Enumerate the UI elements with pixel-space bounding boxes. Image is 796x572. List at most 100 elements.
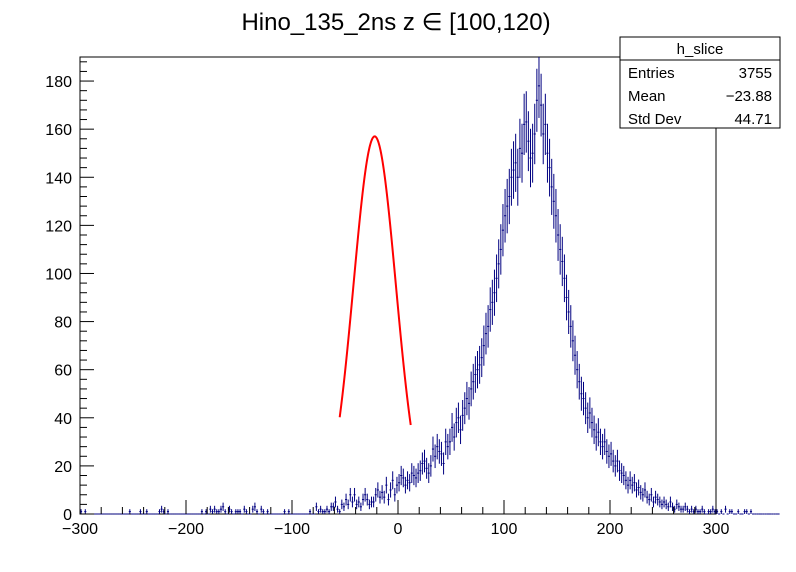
stats-entries-label: Entries bbox=[628, 65, 675, 82]
histogram-bin bbox=[544, 93, 547, 155]
histogram-bin bbox=[385, 476, 388, 494]
y-tick-label: 160 bbox=[45, 122, 72, 139]
histogram-bin bbox=[510, 148, 513, 206]
histogram-bin bbox=[347, 499, 350, 510]
histogram-bin bbox=[412, 465, 415, 486]
histogram-bin bbox=[624, 471, 627, 490]
histogram-bin bbox=[525, 91, 528, 153]
histogram-bin bbox=[374, 487, 377, 502]
histogram-bin bbox=[319, 505, 322, 513]
histogram-bin bbox=[389, 482, 392, 498]
histogram-bin bbox=[419, 460, 422, 481]
histogram-bin bbox=[480, 338, 483, 378]
histogram-bin bbox=[442, 452, 445, 475]
histogram-bin bbox=[518, 118, 521, 179]
histogram-bin bbox=[474, 356, 477, 393]
histogram-bin bbox=[540, 73, 543, 137]
histogram-bin bbox=[366, 493, 369, 506]
histogram-bin bbox=[586, 402, 589, 434]
histogram-bin bbox=[383, 490, 386, 504]
stats-stddev-label: Std Dev bbox=[628, 111, 682, 128]
histogram-bin bbox=[236, 509, 239, 514]
histogram-bin bbox=[569, 305, 572, 348]
histogram-bin bbox=[446, 433, 449, 460]
histogram-bin bbox=[546, 123, 549, 183]
histogram-bin bbox=[531, 123, 534, 183]
histogram-bin bbox=[381, 485, 384, 500]
stats-mean-value: −23.88 bbox=[726, 88, 772, 105]
histogram-bin bbox=[342, 502, 345, 511]
histogram-bin bbox=[626, 476, 630, 494]
histogram-bin bbox=[372, 496, 375, 508]
x-tick-label: −100 bbox=[274, 521, 310, 538]
histogram-bin bbox=[213, 505, 216, 513]
histogram-bin bbox=[243, 505, 246, 513]
histogram-bin bbox=[552, 173, 555, 229]
histogram-bin bbox=[520, 123, 524, 183]
histogram-bin bbox=[215, 509, 218, 514]
histogram-bin bbox=[559, 224, 562, 275]
histogram-bin bbox=[582, 381, 585, 416]
histogram-bin bbox=[315, 502, 318, 511]
histogram-bin bbox=[641, 487, 644, 502]
histogram-bin bbox=[467, 387, 471, 420]
histogram-bin bbox=[444, 428, 447, 456]
histogram-bin bbox=[219, 505, 223, 513]
histogram-bin bbox=[455, 407, 458, 438]
histogram-bin bbox=[707, 509, 710, 514]
histogram-bin bbox=[643, 482, 647, 498]
histogram-bin bbox=[357, 496, 360, 508]
histogram-bin bbox=[701, 505, 704, 513]
histogram-bin bbox=[406, 471, 409, 490]
histogram-bin bbox=[332, 502, 335, 511]
histogram-bin bbox=[417, 463, 420, 484]
histogram-bin bbox=[402, 468, 405, 488]
x-tick-label: −300 bbox=[62, 521, 98, 538]
histogram-bin bbox=[699, 509, 702, 514]
histogram-bin bbox=[749, 509, 753, 514]
histogram-bin bbox=[607, 444, 610, 469]
histogram-bin bbox=[440, 441, 443, 466]
histogram-bin bbox=[427, 463, 430, 484]
histogram-bin bbox=[400, 465, 403, 486]
x-tick-label: −200 bbox=[168, 521, 204, 538]
histogram-bin bbox=[222, 502, 225, 511]
histogram-bin bbox=[669, 496, 672, 508]
histogram-bin bbox=[737, 509, 740, 514]
histogram-bin bbox=[260, 505, 263, 513]
y-tick-label: 180 bbox=[45, 74, 72, 91]
histogram-bin bbox=[648, 493, 651, 506]
histogram-bin bbox=[491, 279, 494, 325]
histogram-bin bbox=[599, 428, 602, 456]
histogram-bin bbox=[671, 502, 674, 511]
histogram-bin bbox=[308, 509, 312, 514]
histogram-bin bbox=[665, 499, 668, 510]
histogram-bin bbox=[317, 509, 320, 514]
histogram-bin bbox=[370, 496, 373, 508]
histogram-bin bbox=[398, 474, 401, 492]
histogram-bin bbox=[404, 476, 407, 494]
histogram-bin bbox=[563, 254, 566, 303]
histogram-bin bbox=[656, 493, 659, 506]
histogram-bin bbox=[351, 496, 354, 508]
histogram-bin bbox=[230, 509, 233, 514]
histogram-bin bbox=[650, 487, 653, 502]
histogram-bin bbox=[688, 509, 691, 514]
histogram-bin bbox=[635, 482, 638, 498]
histogram-bin bbox=[565, 274, 568, 321]
histogram-bin bbox=[512, 141, 515, 199]
histogram-bin bbox=[675, 499, 678, 510]
histogram-bin bbox=[461, 399, 464, 431]
histogram-bin bbox=[497, 239, 500, 289]
histogram-bin bbox=[516, 148, 519, 206]
histogram-bin bbox=[567, 289, 570, 335]
histogram-bin bbox=[353, 487, 356, 502]
histogram-bin bbox=[542, 103, 545, 165]
histogram-bin bbox=[253, 502, 256, 511]
histogram-bin bbox=[504, 188, 507, 243]
histogram-bin bbox=[724, 505, 727, 513]
histogram-bin bbox=[448, 428, 451, 456]
histogram-bin bbox=[597, 418, 600, 447]
histogram-bin bbox=[139, 509, 142, 514]
histogram-bin bbox=[128, 509, 131, 514]
